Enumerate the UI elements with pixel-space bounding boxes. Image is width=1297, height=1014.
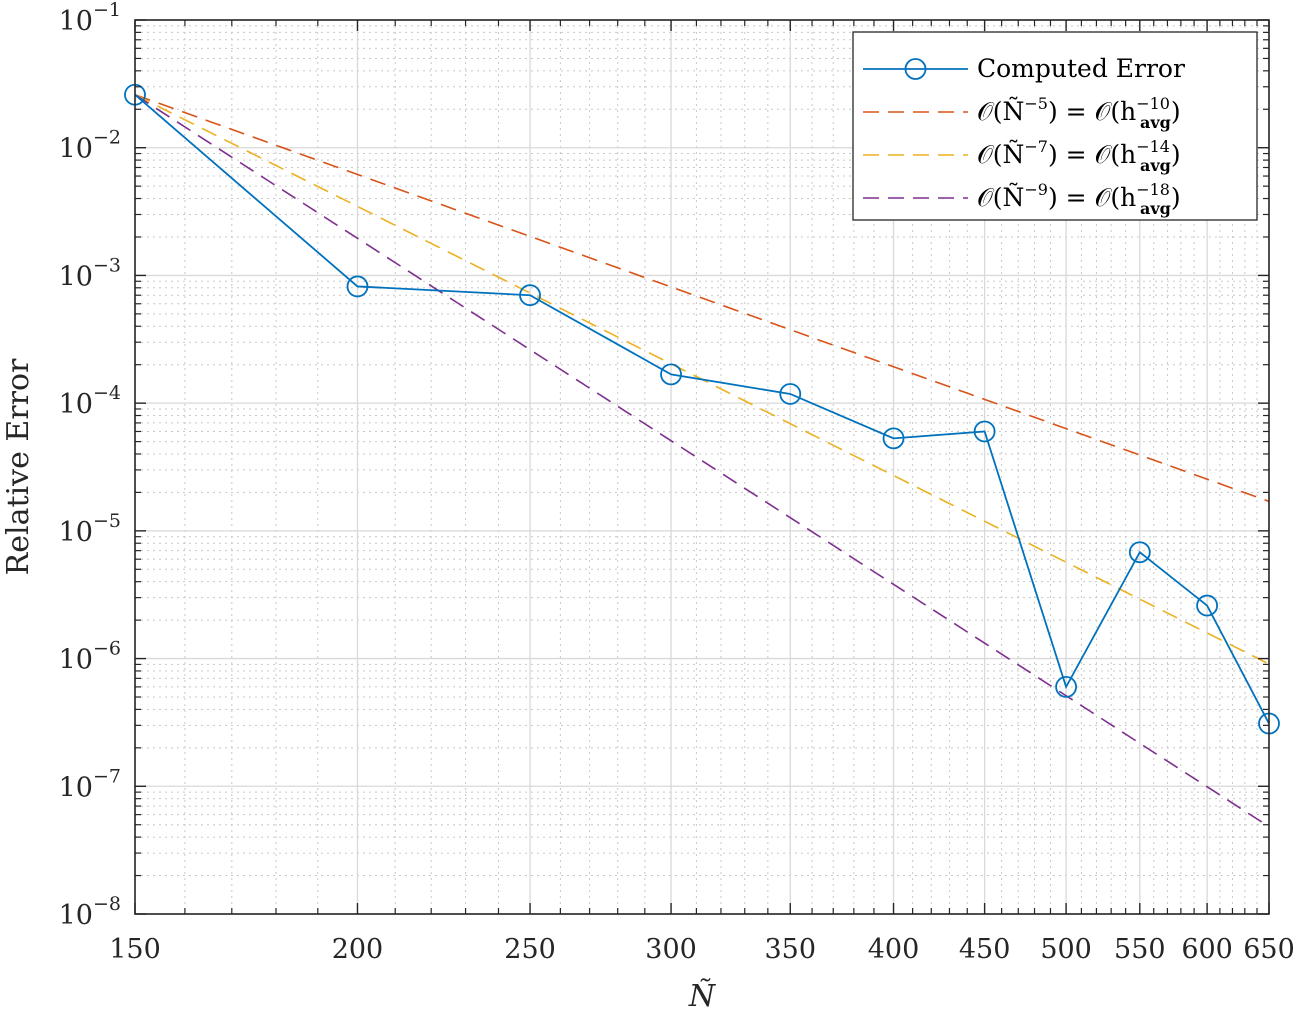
y-tick-label: 10−8 [59,893,121,931]
minor-grid [135,20,1269,914]
series-layer [124,83,1280,828]
x-tick-label: 550 [1114,934,1166,965]
x-tick-label: 450 [959,934,1011,965]
y-tick-label: 10−1 [59,0,121,37]
axis-ticks [134,19,1270,915]
x-tick-label: 300 [645,934,697,965]
x-tick-label: 650 [1243,934,1295,965]
computed-error-marker [882,427,905,450]
axes-box [134,19,1270,915]
x-tick-label: 600 [1181,934,1233,965]
y-tick-label: 10−7 [59,765,121,803]
legend-label: 𝒪(Ñ−9) = 𝒪(h−18 avg) [977,180,1181,218]
y-axis-label: Relative Error [1,358,36,575]
computed-error-marker [1128,541,1151,564]
x-axis-label: Ñ [688,978,717,1014]
x-tick-label: 200 [332,934,384,965]
computed-error-marker [779,383,802,405]
x-tick-label: 150 [109,934,161,965]
x-tick-label: 400 [868,934,920,965]
x-tick-label: 250 [504,934,556,965]
y-tick-label: 10−4 [59,382,121,420]
legend: Computed Error 𝒪(Ñ−5) = 𝒪(h−10 avg) 𝒪(Ñ−7) … [852,31,1258,221]
computed-error-line [134,94,1270,724]
computed-error-marker [973,420,996,443]
legend-marker-computed [904,58,927,80]
computed-error-marker [346,275,369,298]
y-tick-label: 10−3 [59,254,121,292]
y-tick-label: 10−2 [59,127,121,165]
x-tick-label: 350 [764,934,816,965]
x-tick-labels: 150 200 250 300 350 400 450 500 550 600 650 [109,934,1295,965]
x-tick-label: 500 [1040,934,1092,965]
computed-error-marker [519,284,541,307]
y-tick-labels: 10−8 10−7 10−6 10−5 10−4 10−3 10−2 10−1 [59,0,121,931]
reference-line-order-5 [135,93,1269,503]
y-tick-label: 10−6 [59,638,121,676]
y-tick-label: 10−5 [59,510,121,548]
legend-box [852,31,1258,221]
legend-label: Computed Error [977,54,1185,83]
computed-error-marker [660,363,682,386]
computed-error-marker [1055,676,1077,698]
computed-error-marker [1196,594,1218,617]
legend-label: 𝒪(Ñ−7) = 𝒪(h−14 avg) [977,137,1181,175]
legend-label: 𝒪(Ñ−5) = 𝒪(h−10 avg) [977,94,1181,132]
